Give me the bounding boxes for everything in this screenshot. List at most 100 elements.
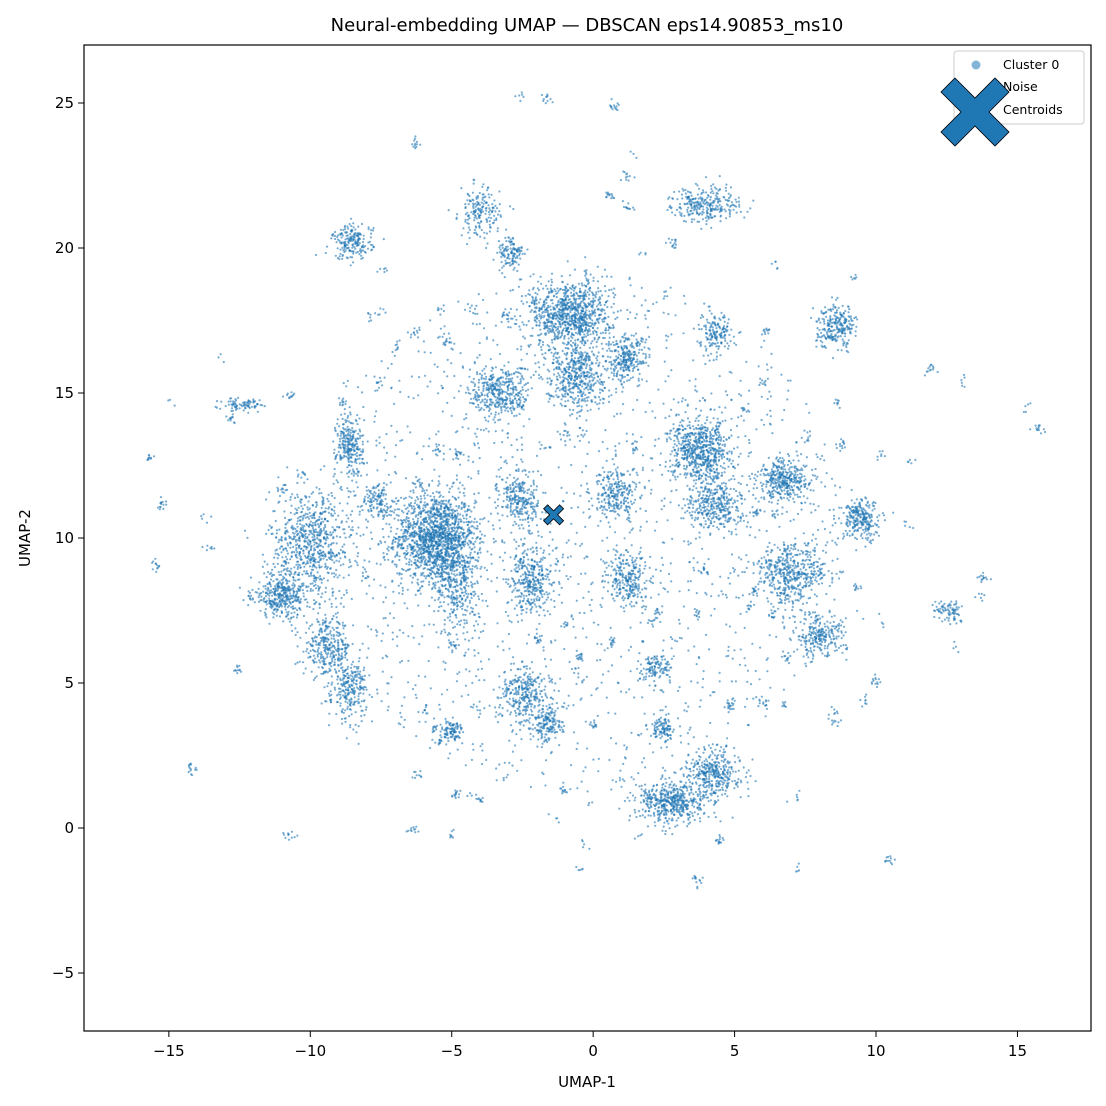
data-point <box>421 490 424 493</box>
data-point <box>349 264 352 267</box>
data-point <box>360 686 363 689</box>
data-point <box>457 526 460 529</box>
data-point <box>406 547 409 550</box>
data-point <box>331 650 334 653</box>
data-point <box>309 542 312 545</box>
data-point <box>413 573 417 576</box>
data-point <box>340 638 343 641</box>
data-point <box>437 484 440 487</box>
data-point <box>469 568 472 571</box>
data-point <box>458 557 461 560</box>
data-point <box>302 650 305 653</box>
data-point <box>440 552 443 555</box>
data-point <box>336 247 339 250</box>
data-point <box>293 611 296 614</box>
data-point <box>458 573 461 577</box>
data-point <box>479 551 482 554</box>
data-point <box>409 574 412 577</box>
data-point <box>341 254 344 258</box>
data-point <box>447 525 450 528</box>
data-point <box>591 340 594 343</box>
data-point <box>460 564 464 567</box>
data-point <box>551 322 554 325</box>
data-point <box>349 724 352 727</box>
data-point <box>352 238 355 241</box>
data-point <box>400 522 403 525</box>
data-point <box>396 527 399 530</box>
data-point <box>484 207 487 210</box>
data-point <box>350 456 353 459</box>
data-point <box>452 591 455 594</box>
data-point <box>475 564 478 568</box>
data-point <box>293 551 296 554</box>
data-point <box>334 237 337 241</box>
data-point <box>474 592 477 596</box>
data-point <box>334 597 337 600</box>
data-point <box>567 337 570 340</box>
data-point <box>590 300 593 303</box>
data-point <box>449 505 452 508</box>
data-point <box>329 632 332 635</box>
data-point <box>302 595 305 598</box>
data-point <box>343 677 346 680</box>
data-point <box>322 537 326 540</box>
data-point <box>465 609 468 612</box>
data-point <box>581 300 584 303</box>
data-point <box>486 578 489 581</box>
data-point <box>470 606 473 609</box>
data-point <box>477 595 480 598</box>
data-point <box>336 675 339 678</box>
data-point <box>335 568 338 572</box>
data-point <box>318 629 321 632</box>
data-point <box>319 575 322 578</box>
data-point <box>586 283 590 286</box>
data-point <box>419 530 422 533</box>
data-point <box>364 245 367 248</box>
data-point <box>549 312 552 315</box>
data-point <box>439 580 442 583</box>
data-point <box>310 532 313 535</box>
data-point <box>460 619 463 622</box>
data-point <box>519 257 522 260</box>
data-point <box>402 538 405 541</box>
data-point <box>327 545 330 548</box>
data-point <box>259 609 262 612</box>
data-point <box>347 430 350 433</box>
data-point <box>337 645 340 648</box>
data-point <box>291 550 294 553</box>
data-point <box>270 599 273 603</box>
data-point <box>450 559 453 562</box>
data-point <box>444 519 447 522</box>
data-point <box>283 516 287 520</box>
data-point <box>444 499 448 502</box>
data-point <box>350 698 353 701</box>
data-point <box>316 649 319 652</box>
data-point <box>339 690 342 693</box>
data-point <box>319 641 322 645</box>
data-point <box>338 258 341 261</box>
data-point <box>437 538 440 541</box>
data-point <box>305 598 308 601</box>
data-point <box>293 532 296 535</box>
data-point <box>468 601 471 604</box>
data-point <box>473 502 476 505</box>
data-point <box>296 560 299 564</box>
data-point <box>411 581 414 584</box>
data-point <box>559 301 562 304</box>
data-point <box>307 551 310 554</box>
data-point <box>337 693 340 696</box>
data-point <box>268 491 271 494</box>
data-point <box>440 525 443 528</box>
data-point <box>347 227 350 230</box>
data-point <box>467 648 470 651</box>
data-point <box>479 210 482 214</box>
data-point <box>308 605 311 609</box>
data-point <box>350 422 353 425</box>
data-point <box>357 725 360 728</box>
data-point <box>488 220 491 223</box>
data-point <box>349 561 352 564</box>
data-point <box>413 545 416 548</box>
data-point <box>359 534 362 537</box>
data-point <box>298 545 301 548</box>
data-point <box>353 245 356 249</box>
